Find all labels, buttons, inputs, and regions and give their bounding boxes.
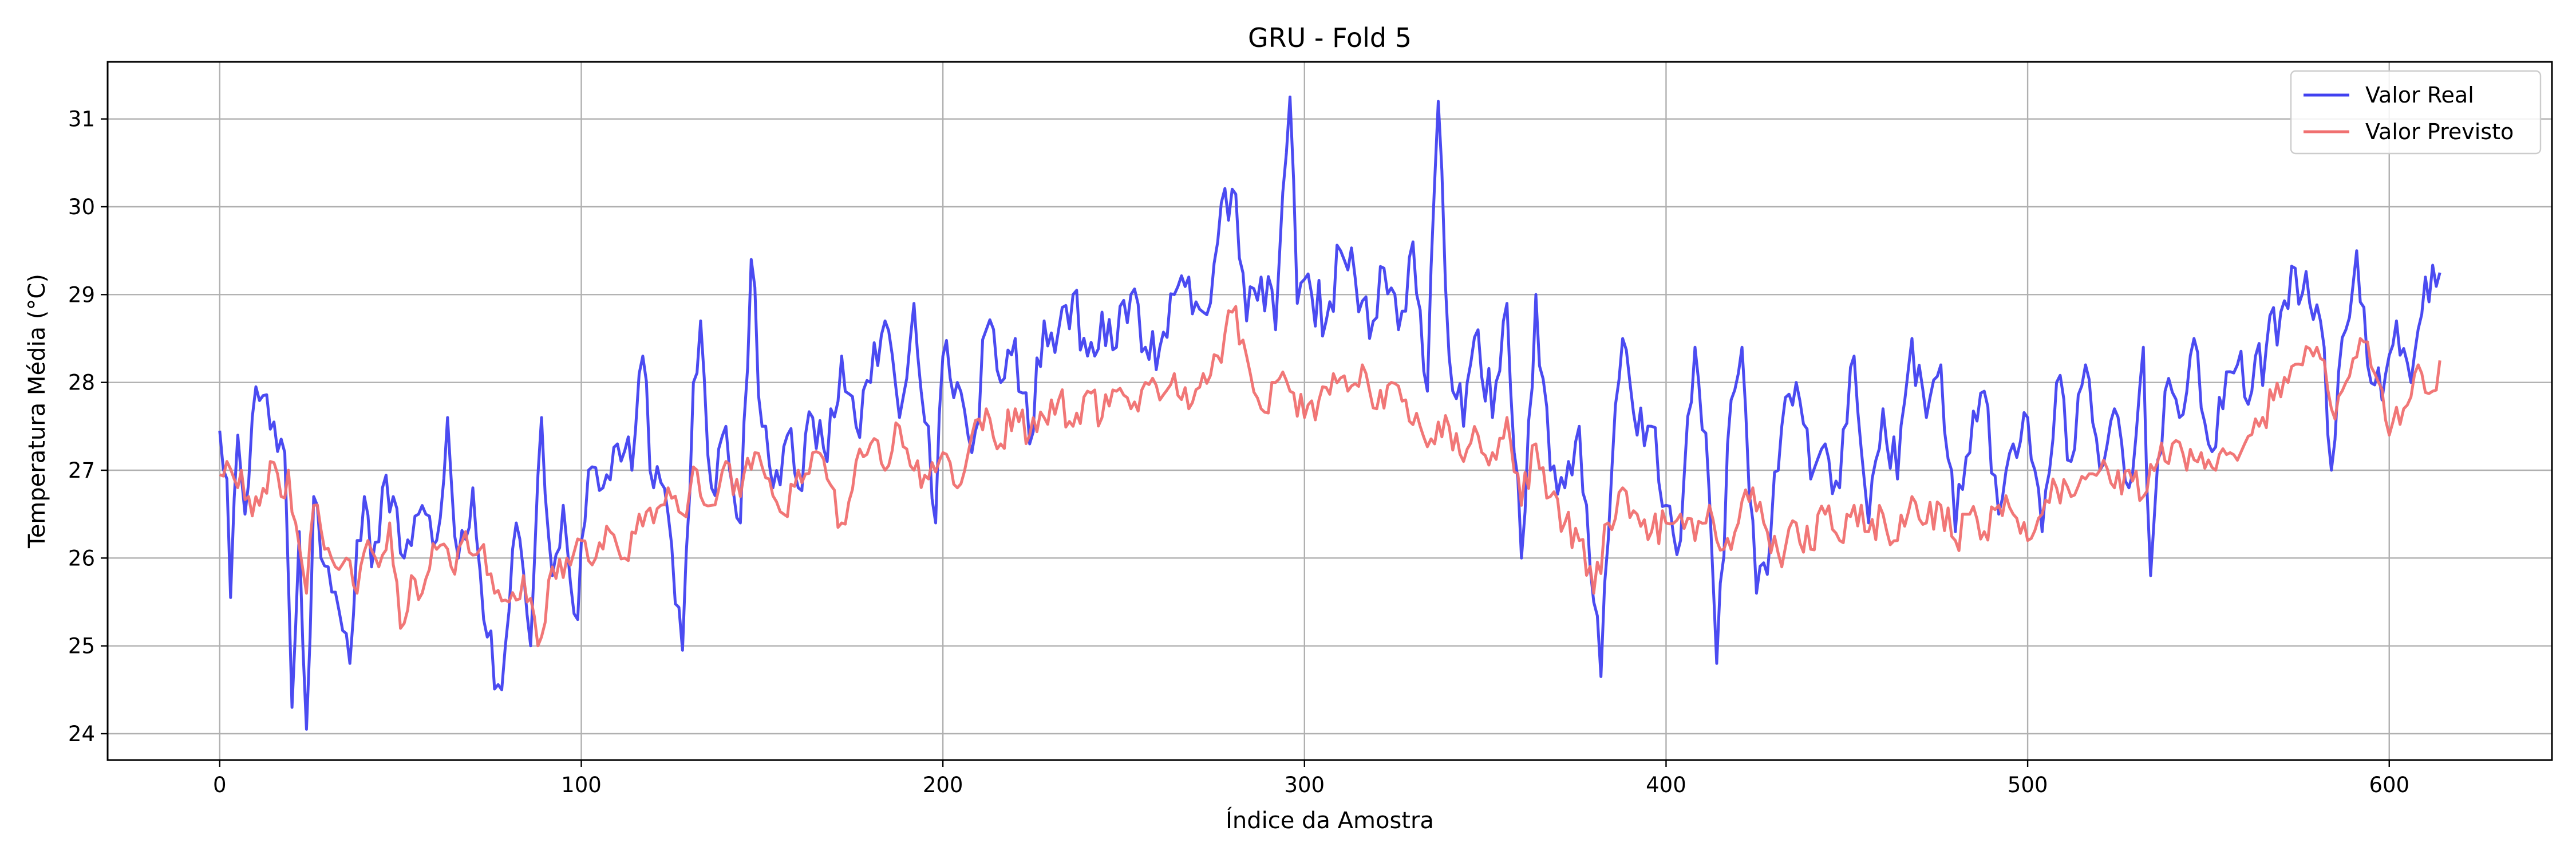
- plot-frame: [106, 61, 2553, 761]
- ticks: 0 100 200 300 400 500 600 24 25 26 27 28 29 30 31: [68, 107, 2409, 797]
- y-tick-label: 30: [68, 195, 95, 219]
- series-line-valor-real: [218, 95, 2441, 731]
- x-tick-label: 300: [1284, 773, 1325, 797]
- grid: [108, 62, 2552, 760]
- y-tick-label: 24: [68, 722, 95, 746]
- y-axis-label: Temperatura Média (°C): [24, 274, 50, 549]
- legend-box: [2290, 70, 2542, 155]
- legend-label: Valor Real: [2365, 82, 2474, 108]
- y-tick-label: 31: [68, 107, 95, 132]
- series-layer: [218, 95, 2441, 731]
- y-tick-label: 26: [68, 546, 95, 570]
- legend: Valor Real Valor Previsto: [2290, 70, 2542, 155]
- x-axis-label: Índice da Amostra: [1226, 806, 1434, 834]
- x-tick-label: 400: [1646, 773, 1686, 797]
- chart-title: GRU - Fold 5: [1248, 22, 1412, 53]
- legend-label: Valor Previsto: [2365, 119, 2514, 144]
- y-tick-label: 29: [68, 282, 95, 307]
- x-tick-label: 100: [561, 773, 602, 797]
- y-tick-label: 25: [68, 634, 95, 659]
- series-line-valor-previsto: [219, 305, 2441, 648]
- x-tick-label: 200: [923, 773, 963, 797]
- y-tick-label: 27: [68, 458, 95, 483]
- y-tick-label: 28: [68, 371, 95, 395]
- x-tick-label: 500: [2008, 773, 2048, 797]
- x-tick-label: 0: [213, 773, 227, 797]
- x-tick-label: 600: [2369, 773, 2409, 797]
